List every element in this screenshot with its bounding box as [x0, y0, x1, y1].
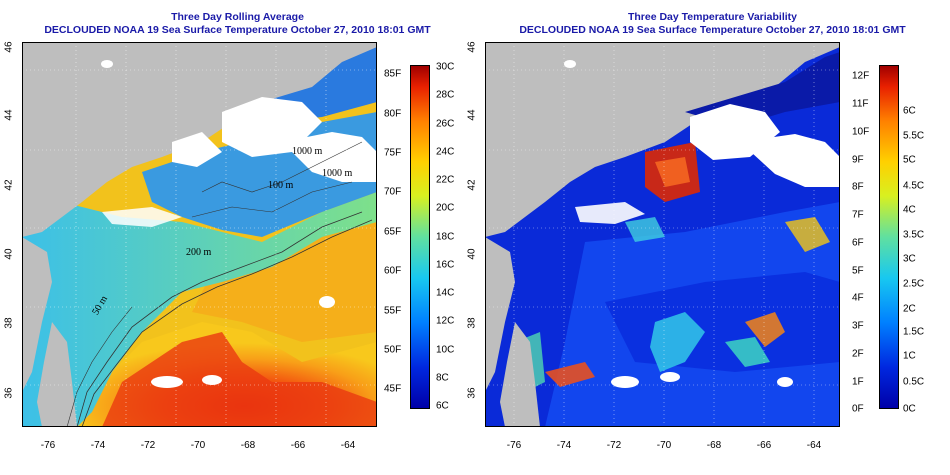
- lat-tick: 36: [3, 387, 15, 399]
- colorbar-f-label: 10F: [852, 126, 870, 138]
- colorbar-f-label: 65F: [384, 226, 402, 238]
- colorbar-c-label: 14C: [436, 287, 455, 299]
- colorbar-f-label: 3F: [852, 320, 864, 332]
- colorbar-f-label: 0F: [852, 403, 864, 415]
- colorbar-c-label: 10C: [436, 344, 455, 356]
- colorbar-c-label: 4.5C: [903, 180, 925, 192]
- colorbar-c-label: 2.5C: [903, 278, 925, 290]
- contour-label: 200 m: [186, 247, 212, 258]
- colorbar-f-label: 4F: [852, 292, 864, 304]
- sst-average-map: [22, 42, 377, 427]
- colorbar-c-label: 6C: [436, 400, 449, 412]
- colorbar-f-label: 1F: [852, 376, 864, 388]
- colorbar-f-label: 12F: [852, 70, 870, 82]
- left-subtitle: DECLOUDED NOAA 19 Sea Surface Temperatur…: [44, 24, 431, 36]
- colorbar-f-label: 75F: [384, 147, 402, 159]
- right-title: Three Day Temperature Variability: [627, 11, 798, 23]
- colorbar-f-label: 60F: [384, 265, 402, 277]
- colorbar-c-label: 4C: [903, 204, 916, 216]
- colorbar-c-label: 30C: [436, 61, 455, 73]
- lon-tick: -64: [340, 440, 356, 451]
- colorbar-f-label: 50F: [384, 344, 402, 356]
- colorbar-c-label: 0C: [903, 403, 916, 415]
- colorbar-f-label: 5F: [852, 265, 864, 277]
- colorbar-f-label: 11F: [852, 98, 869, 110]
- lon-tick: -68: [706, 440, 722, 451]
- colorbar-f-label: 80F: [384, 108, 402, 120]
- lon-tick: -72: [140, 440, 156, 451]
- colorbar-c-label: 5C: [903, 154, 916, 166]
- lon-tick: -70: [656, 440, 672, 451]
- lat-tick: 40: [3, 248, 15, 260]
- lon-tick: -70: [190, 440, 206, 451]
- contour-label: 1000 m: [292, 146, 323, 157]
- colorbar-f-label: 85F: [384, 68, 402, 80]
- colorbar-c-label: 26C: [436, 118, 455, 130]
- colorbar-f-label: 6F: [852, 237, 864, 249]
- lat-tick: 46: [466, 41, 478, 53]
- lat-tick: 38: [3, 317, 15, 329]
- colorbar-c-label: 28C: [436, 89, 455, 101]
- colorbar-c-label: 3C: [903, 253, 916, 265]
- colorbar-c-label: 1.5C: [903, 326, 925, 338]
- lat-tick: 46: [3, 41, 15, 53]
- colorbar-c-label: 5.5C: [903, 130, 925, 142]
- lon-tick: -64: [806, 440, 822, 451]
- right-subtitle: DECLOUDED NOAA 19 Sea Surface Temperatur…: [519, 24, 906, 36]
- variability-colorbar: [879, 65, 899, 409]
- contour-label: 1000 m: [322, 168, 353, 179]
- colorbar-f-label: 7F: [852, 209, 864, 221]
- sst-colorbar: [410, 65, 430, 409]
- lon-tick: -66: [290, 440, 306, 451]
- colorbar-f-label: 70F: [384, 186, 402, 198]
- lat-tick: 42: [3, 179, 15, 191]
- colorbar-c-label: 22C: [436, 174, 455, 186]
- lon-tick: -76: [40, 440, 56, 451]
- lon-tick: -76: [506, 440, 522, 451]
- lon-tick: -74: [90, 440, 106, 451]
- left-title: Three Day Rolling Average: [171, 11, 304, 23]
- colorbar-f-label: 8F: [852, 181, 864, 193]
- colorbar-c-label: 20C: [436, 202, 455, 214]
- sst-variability-map: [485, 42, 840, 427]
- colorbar-c-label: 24C: [436, 146, 455, 158]
- colorbar-f-label: 9F: [852, 154, 864, 166]
- sst-average-panel: Three Day Rolling Average DECLOUDED NOAA…: [3, 11, 455, 451]
- lat-tick: 40: [466, 248, 478, 260]
- sst-variability-panel: Three Day Temperature Variability DECLOU…: [467, 0, 950, 475]
- contour-label: 100 m: [268, 180, 294, 191]
- colorbar-f-label: 45F: [384, 383, 402, 395]
- colorbar-c-label: 16C: [436, 259, 455, 271]
- colorbar-f-label: 2F: [852, 348, 864, 360]
- lat-tick: 44: [466, 109, 478, 121]
- colorbar-c-label: 1C: [903, 350, 916, 362]
- colorbar-c-label: 8C: [436, 372, 449, 384]
- lat-tick: 44: [3, 109, 15, 121]
- colorbar-c-label: 6C: [903, 105, 916, 117]
- colorbar-c-label: 12C: [436, 315, 455, 327]
- lon-tick: -72: [606, 440, 622, 451]
- lat-tick: 38: [466, 317, 478, 329]
- colorbar-f-label: 55F: [384, 305, 402, 317]
- colorbar-c-label: 18C: [436, 231, 455, 243]
- colorbar-c-label: 3.5C: [903, 229, 925, 241]
- lat-tick: 36: [466, 387, 478, 399]
- lon-tick: -66: [756, 440, 772, 451]
- colorbar-c-label: 0.5C: [903, 376, 925, 388]
- colorbar-c-label: 2C: [903, 303, 916, 315]
- lon-tick: -68: [240, 440, 256, 451]
- lat-tick: 42: [466, 179, 478, 191]
- lon-tick: -74: [556, 440, 572, 451]
